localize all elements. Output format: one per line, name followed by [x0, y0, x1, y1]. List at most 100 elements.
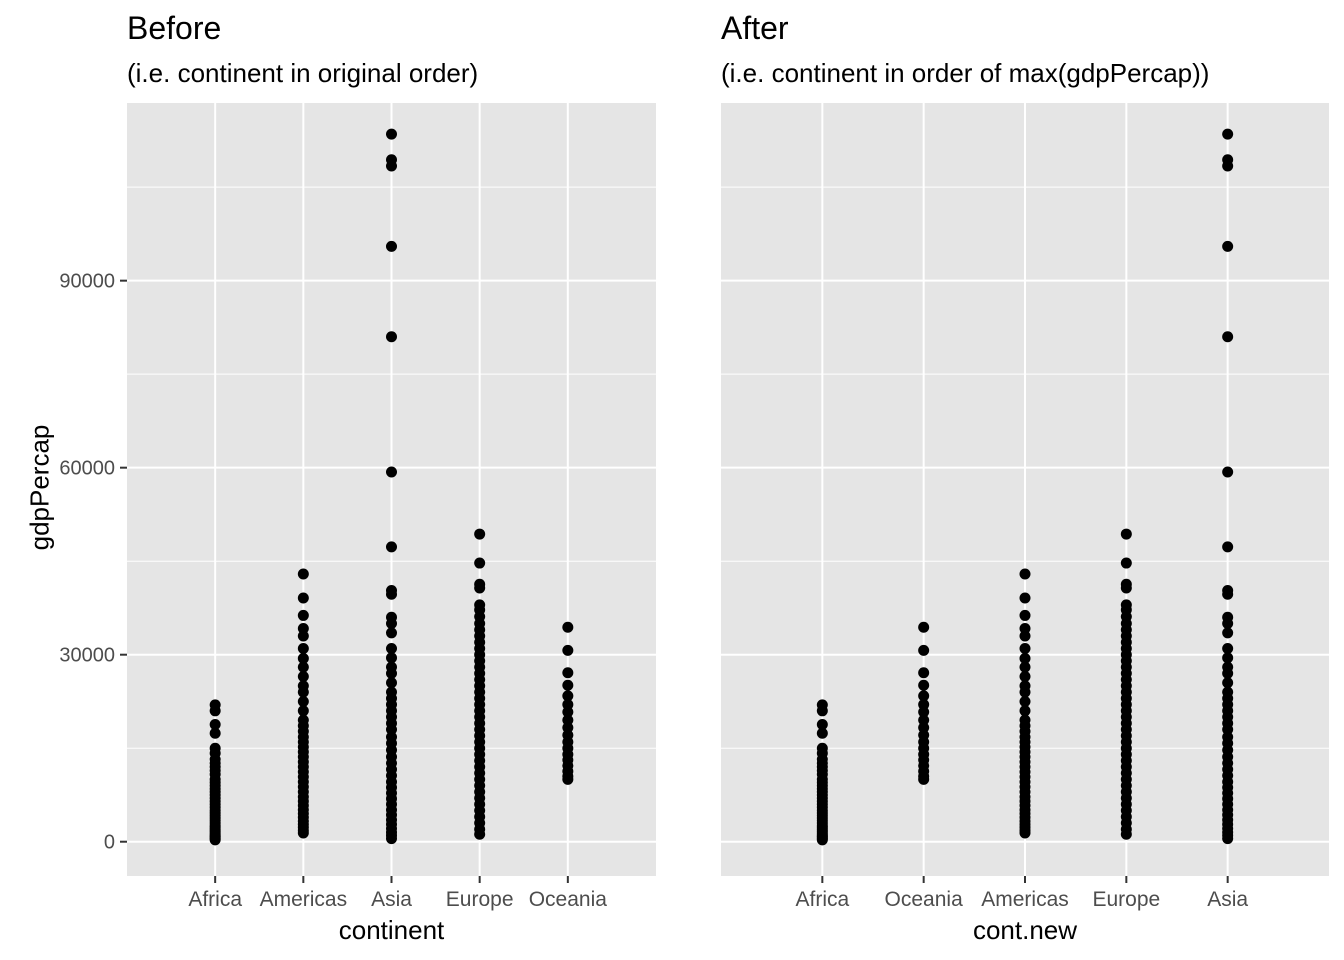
- data-point: [816, 727, 828, 739]
- data-point: [297, 705, 309, 717]
- data-point: [386, 652, 397, 664]
- x-tick-label: Asia: [371, 888, 412, 911]
- data-point: [386, 833, 397, 845]
- panel-subtitle-before: (i.e. continent in original order): [127, 58, 479, 88]
- x-tick-label: Oceania: [885, 888, 964, 911]
- data-point: [1120, 528, 1132, 540]
- data-point: [918, 621, 930, 633]
- data-point: [474, 557, 486, 569]
- data-point: [1222, 466, 1234, 478]
- data-point: [474, 528, 486, 540]
- data-point: [1019, 609, 1031, 621]
- data-point: [209, 727, 221, 739]
- data-point: [562, 679, 574, 691]
- data-point: [1019, 686, 1031, 698]
- data-point: [1222, 588, 1234, 600]
- data-point: [297, 568, 309, 580]
- data-point: [1120, 582, 1132, 594]
- data-point: [1019, 592, 1031, 604]
- data-point: [1019, 652, 1031, 664]
- data-point: [562, 667, 574, 679]
- y-tick-label: 60000: [59, 458, 115, 480]
- data-point: [1019, 642, 1031, 654]
- data-point: [918, 644, 930, 656]
- y-tick-label: 90000: [59, 271, 115, 293]
- data-point: [1222, 833, 1234, 845]
- data-point: [1222, 642, 1234, 654]
- data-point: [1120, 828, 1132, 840]
- data-point: [386, 667, 397, 679]
- data-point: [474, 828, 486, 840]
- x-tick-label: Americas: [260, 888, 348, 911]
- data-point: [1019, 568, 1031, 580]
- data-point: [386, 331, 397, 343]
- data-point: [918, 690, 930, 702]
- data-point: [1222, 541, 1234, 553]
- data-point: [1019, 630, 1031, 642]
- x-axis-title-after: cont.new: [972, 915, 1078, 945]
- data-point: [562, 690, 574, 702]
- x-axis-title-before: continent: [338, 915, 445, 945]
- data-point: [297, 609, 309, 621]
- panel-title-before: Before: [127, 10, 222, 46]
- data-point: [1019, 671, 1031, 683]
- panel-subtitle-after: (i.e. continent in order of max(gdpPerca…: [721, 58, 1210, 88]
- data-point: [1222, 652, 1234, 664]
- x-tick-label: Europe: [446, 888, 514, 911]
- data-point: [1222, 128, 1234, 140]
- data-point: [386, 642, 397, 654]
- data-point: [816, 719, 828, 731]
- data-point: [562, 706, 574, 718]
- data-point: [474, 582, 486, 594]
- data-point: [918, 667, 930, 679]
- data-point: [386, 588, 397, 600]
- data-point: [386, 160, 397, 172]
- data-point: [1222, 240, 1234, 252]
- data-point: [297, 695, 309, 707]
- data-point: [297, 671, 309, 683]
- data-point: [1120, 557, 1132, 569]
- data-point: [562, 644, 574, 656]
- x-tick-label: Oceania: [529, 888, 608, 911]
- data-point: [297, 827, 309, 839]
- data-point: [297, 686, 309, 698]
- data-point: [386, 677, 397, 689]
- data-point: [386, 618, 397, 630]
- x-tick-label: Europe: [1092, 888, 1160, 911]
- y-tick-label: 30000: [59, 645, 115, 667]
- x-tick-label: Asia: [1207, 888, 1248, 911]
- data-point: [562, 773, 574, 785]
- data-point: [297, 642, 309, 654]
- data-point: [386, 240, 397, 252]
- data-point: [1222, 160, 1234, 172]
- data-point: [1019, 661, 1031, 673]
- panel-title-after: After: [721, 10, 789, 46]
- data-point: [1222, 667, 1234, 679]
- data-point: [918, 679, 930, 691]
- data-point: [386, 466, 397, 478]
- data-point: [1222, 331, 1234, 343]
- data-point: [297, 661, 309, 673]
- data-point: [297, 630, 309, 642]
- x-tick-label: Africa: [188, 888, 242, 911]
- data-point: [209, 719, 221, 731]
- data-point: [297, 592, 309, 604]
- data-point: [816, 705, 828, 717]
- data-point: [1222, 627, 1234, 639]
- data-point: [1019, 705, 1031, 717]
- data-point: [297, 652, 309, 664]
- data-point: [386, 128, 397, 140]
- data-point: [918, 773, 930, 785]
- x-tick-label: Americas: [981, 888, 1069, 911]
- data-point: [1019, 695, 1031, 707]
- data-point: [386, 541, 397, 553]
- data-point: [918, 706, 930, 718]
- x-tick-label: Africa: [795, 888, 849, 911]
- data-point: [386, 627, 397, 639]
- data-point: [1222, 618, 1234, 630]
- data-point: [562, 621, 574, 633]
- data-point: [209, 705, 221, 717]
- data-point: [816, 834, 828, 846]
- y-tick-label: 0: [104, 832, 115, 854]
